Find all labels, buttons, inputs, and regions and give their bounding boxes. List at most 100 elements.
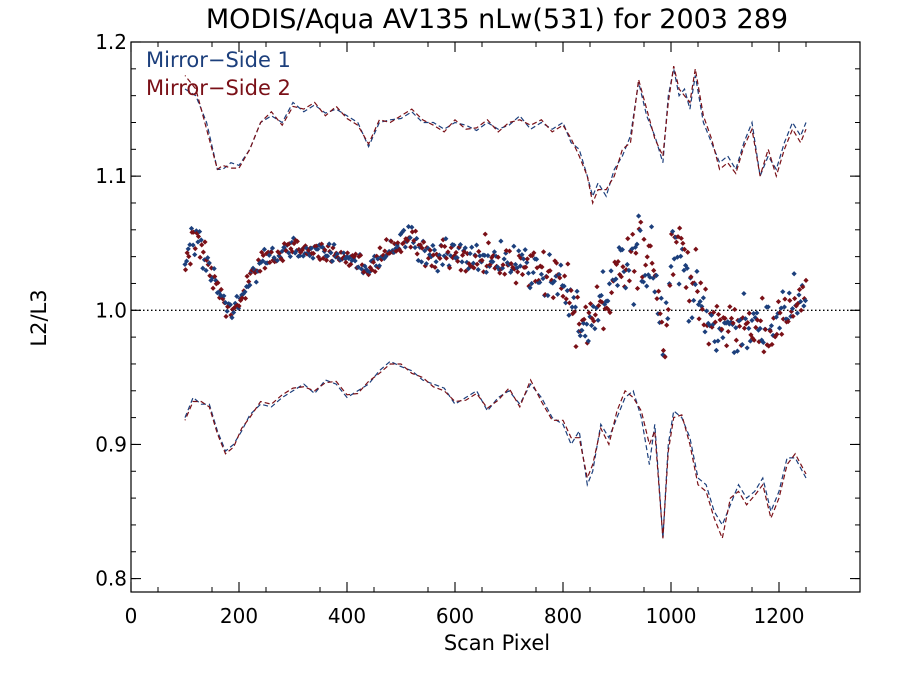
scatter-point-mirror-side-1 (739, 342, 745, 348)
scatter-point-mirror-side-1 (433, 259, 439, 265)
scatter-point-mirror-side-2 (788, 308, 795, 315)
upper-bound-line-mirror-side-2 (184, 65, 807, 206)
scatter-point-mirror-side-2 (753, 324, 759, 331)
scatter-point-mirror-side-1 (491, 249, 498, 255)
scatter-point-mirror-side-2 (215, 280, 221, 286)
scatter-point-mirror-side-2 (565, 261, 571, 267)
scatter-point-mirror-side-1 (801, 303, 807, 309)
scatter-point-mirror-side-1 (796, 292, 802, 298)
scatter-point-mirror-side-1 (640, 279, 647, 285)
scatter-point-mirror-side-1 (540, 275, 546, 282)
scatter-point-mirror-side-1 (697, 298, 703, 305)
scatter-point-mirror-side-2 (485, 240, 492, 246)
scatter-point-mirror-side-2 (775, 299, 782, 305)
scatter-point-mirror-side-1 (399, 229, 405, 235)
scatter-point-mirror-side-1 (436, 252, 442, 258)
scatter-point-mirror-side-1 (211, 266, 217, 272)
scatter-point-mirror-side-2 (239, 295, 245, 301)
scatter-point-mirror-side-1 (213, 277, 219, 284)
x-tick-label: 1200 (754, 604, 805, 628)
scatter-point-mirror-side-2 (489, 254, 495, 261)
scatter-point-mirror-side-1 (459, 259, 465, 265)
scatter-point-mirror-side-2 (260, 252, 266, 259)
scatter-point-mirror-side-2 (678, 235, 684, 241)
scatter-point-mirror-side-2 (733, 337, 739, 343)
scatter-point-mirror-side-1 (485, 253, 491, 259)
scatter-point-mirror-side-1 (519, 252, 525, 258)
scatter-point-mirror-side-2 (625, 235, 631, 242)
scatter-point-mirror-side-2 (353, 251, 359, 257)
scatter-point-mirror-side-2 (633, 250, 639, 256)
scatter-point-mirror-side-1 (529, 280, 535, 287)
scatter-point-mirror-side-2 (764, 342, 770, 348)
scatter-point-mirror-side-2 (566, 300, 573, 306)
scatter-point-mirror-side-2 (233, 303, 239, 310)
scatter-point-mirror-side-2 (242, 295, 249, 302)
scatter-point-mirror-side-2 (536, 277, 542, 284)
scatter-point-mirror-side-1 (637, 227, 643, 234)
scatter-point-mirror-side-1 (501, 256, 507, 262)
scatter-point-mirror-side-2 (357, 252, 364, 258)
scatter-point-mirror-side-2 (513, 280, 519, 286)
scatter-point-mirror-side-1 (751, 310, 757, 317)
scatter-point-mirror-side-1 (509, 266, 515, 273)
scatter-point-mirror-side-1 (605, 298, 611, 304)
scatter-point-mirror-side-1 (619, 247, 625, 253)
scatter-point-mirror-side-1 (681, 267, 687, 273)
scatter-point-mirror-side-1 (623, 285, 629, 291)
plot-frame (130, 41, 861, 593)
scatter-point-mirror-side-2 (686, 298, 692, 304)
scatter-point-mirror-side-2 (212, 273, 218, 280)
scatter-point-mirror-side-2 (348, 261, 354, 267)
scatter-point-mirror-side-2 (668, 231, 675, 237)
scatter-point-mirror-side-1 (576, 328, 582, 335)
scatter-point-mirror-side-1 (616, 245, 622, 251)
scatter-point-mirror-side-1 (266, 252, 272, 258)
scatter-point-mirror-side-2 (411, 238, 417, 244)
scatter-point-mirror-side-2 (344, 250, 351, 256)
scatter-point-mirror-side-2 (774, 331, 780, 337)
scatter-point-mirror-side-2 (664, 322, 670, 328)
scatter-point-mirror-side-2 (482, 231, 488, 237)
scatter-point-mirror-side-2 (262, 265, 268, 271)
scatter-point-mirror-side-1 (717, 325, 723, 332)
scatter-point-mirror-side-2 (270, 257, 276, 263)
scatter-point-mirror-side-1 (614, 282, 621, 289)
scatter-point-mirror-side-2 (728, 315, 735, 321)
scatter-point-mirror-side-2 (479, 257, 485, 263)
scatter-point-mirror-side-1 (435, 268, 441, 274)
scatter-point-mirror-side-2 (542, 292, 548, 298)
scatter-point-mirror-side-2 (704, 323, 710, 329)
scatter-point-mirror-side-2 (644, 254, 650, 260)
scatter-point-mirror-side-1 (462, 245, 468, 251)
scatter-point-mirror-side-1 (470, 260, 476, 266)
scatter-point-mirror-side-1 (401, 227, 407, 233)
x-axis-label: Scan Pixel (444, 631, 550, 655)
scatter-point-mirror-side-2 (367, 264, 373, 271)
scatter-point-mirror-side-2 (490, 252, 496, 259)
scatter-point-mirror-side-2 (573, 343, 579, 350)
scatter-point-mirror-side-2 (568, 287, 574, 294)
scatter-point-mirror-side-2 (641, 236, 647, 242)
scatter-point-mirror-side-2 (216, 295, 223, 301)
scatter-point-mirror-side-2 (782, 296, 788, 302)
scatter-point-mirror-side-2 (655, 288, 662, 294)
scatter-point-mirror-side-2 (552, 258, 558, 264)
scatter-point-mirror-side-1 (794, 310, 800, 316)
scatter-point-mirror-side-2 (526, 283, 532, 289)
scatter-point-mirror-side-1 (347, 254, 353, 260)
scatter-point-mirror-side-2 (706, 341, 712, 347)
scatter-point-mirror-side-2 (771, 315, 777, 321)
scatter-point-mirror-side-1 (694, 268, 700, 274)
scatter-point-mirror-side-2 (681, 246, 688, 252)
scatter-point-mirror-side-2 (497, 270, 503, 276)
scatter-point-mirror-side-2 (286, 241, 292, 247)
scatter-point-mirror-side-1 (571, 294, 577, 301)
scatter-point-mirror-side-1 (227, 302, 233, 308)
scatter-point-mirror-side-2 (707, 311, 714, 317)
scatter-point-mirror-side-2 (495, 254, 501, 260)
scatter-point-mirror-side-1 (551, 278, 557, 284)
scatter-point-mirror-side-2 (425, 255, 432, 261)
scatter-point-mirror-side-1 (516, 248, 522, 254)
scatter-point-mirror-side-1 (550, 280, 556, 286)
